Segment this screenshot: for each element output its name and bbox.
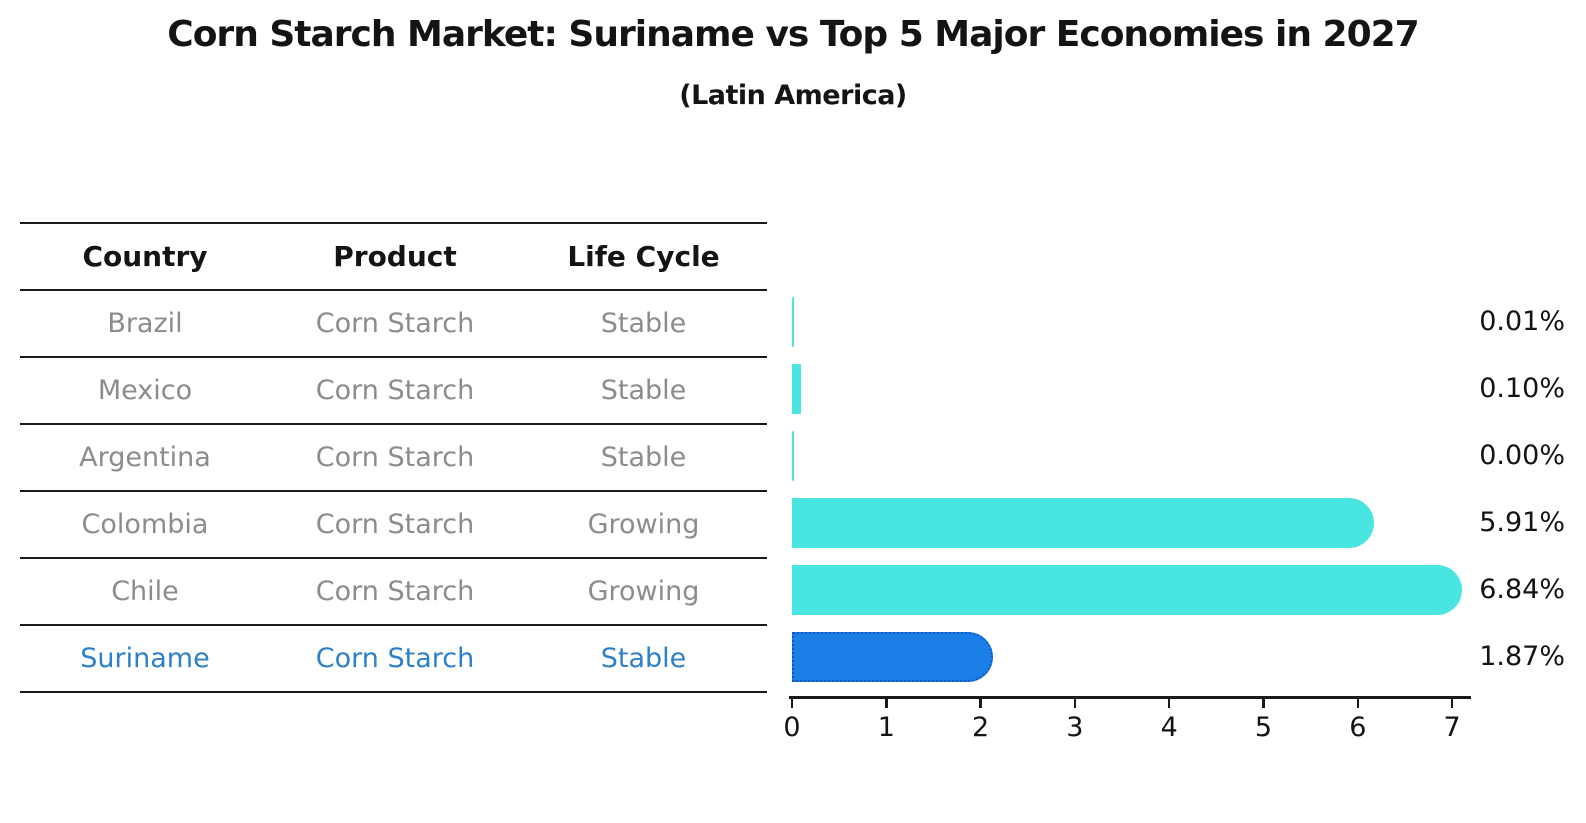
table-body: Brazil Corn Starch Stable Mexico Corn Starch…	[20, 291, 767, 693]
table-cell-product: Corn Starch	[315, 375, 475, 406]
table-cell-product: Corn Starch	[315, 442, 475, 473]
value-label-brazil: 0.01%	[1479, 306, 1565, 337]
table-cell-product: Corn Starch	[315, 576, 475, 607]
x-axis-tick-label-0: 0	[783, 712, 801, 743]
x-axis-tick-2	[979, 699, 982, 708]
table-row-suriname: Suriname Corn Starch Stable	[20, 626, 767, 693]
value-label-argentina: 0.00%	[1479, 440, 1565, 471]
bar-plot-area	[792, 288, 1472, 690]
table-cell-life-cycle: Stable	[600, 442, 687, 473]
x-axis-line	[789, 696, 1471, 699]
table-cell-life-cycle: Stable	[600, 308, 687, 339]
bar-mexico	[792, 363, 802, 414]
bar-chile	[792, 564, 1462, 615]
table-cell-product: Corn Starch	[315, 643, 475, 674]
x-axis-tick-4	[1167, 699, 1171, 708]
x-axis-tick-3	[1073, 699, 1077, 708]
x-axis-tick-1	[885, 699, 888, 708]
table-header-life-cycle: Life Cycle	[567, 240, 720, 273]
chart-title: Corn Starch Market: Suriname vs Top 5 Ma…	[167, 14, 1419, 55]
table-cell-life-cycle: Stable	[600, 643, 687, 674]
table-cell-country: Brazil	[107, 308, 183, 339]
x-axis-tick-label-2: 2	[972, 712, 990, 743]
table-row-colombia: Colombia Corn Starch Growing	[20, 492, 767, 559]
chart-subtitle: (Latin America)	[679, 80, 907, 111]
value-label-chile: 6.84%	[1479, 574, 1565, 605]
table-cell-product: Corn Starch	[315, 509, 475, 540]
table-cell-life-cycle: Stable	[600, 375, 687, 406]
country-table: Country Product Life Cycle Brazil Corn St…	[20, 222, 767, 693]
bar-suriname	[792, 631, 994, 682]
bar-brazil	[792, 296, 794, 347]
value-label-colombia: 5.91%	[1479, 507, 1565, 538]
table-row-chile: Chile Corn Starch Growing	[20, 559, 767, 626]
x-axis-tick-label-4: 4	[1160, 712, 1178, 743]
x-axis-tick-0	[790, 699, 794, 708]
table-cell-life-cycle: Growing	[587, 509, 700, 540]
table-header-product: Product	[333, 240, 457, 273]
x-axis-tick-6	[1356, 699, 1360, 708]
table-row-mexico: Mexico Corn Starch Stable	[20, 358, 767, 425]
x-axis-tick-label-6: 6	[1349, 712, 1367, 743]
x-axis-tick-label-3: 3	[1066, 712, 1084, 743]
x-axis-tick-label-1: 1	[877, 712, 895, 743]
table-header-row: Country Product Life Cycle	[20, 224, 767, 291]
table-cell-product: Corn Starch	[315, 308, 475, 339]
x-axis-tick-label-7: 7	[1443, 712, 1461, 743]
table-cell-country: Argentina	[79, 442, 211, 473]
table-cell-country: Colombia	[81, 509, 209, 540]
bar-argentina	[792, 430, 794, 481]
value-label-mexico: 0.10%	[1479, 373, 1565, 404]
table-row-brazil: Brazil Corn Starch Stable	[20, 291, 767, 358]
table-cell-country: Mexico	[97, 375, 193, 406]
table-header-country: Country	[82, 240, 208, 273]
x-axis-tick-5	[1262, 699, 1265, 708]
table-cell-country: Chile	[111, 576, 179, 607]
table-row-argentina: Argentina Corn Starch Stable	[20, 425, 767, 492]
x-axis-tick-label-5: 5	[1254, 712, 1273, 743]
x-axis-tick-7	[1450, 699, 1454, 708]
bar-colombia	[792, 497, 1375, 548]
value-label-suriname: 1.87%	[1479, 641, 1565, 672]
table-cell-life-cycle: Growing	[587, 576, 700, 607]
value-label-column: 0.01% 0.10% 0.00% 5.91% 6.84% 1.87%	[1459, 288, 1565, 690]
table-cell-country: Suriname	[80, 643, 210, 674]
